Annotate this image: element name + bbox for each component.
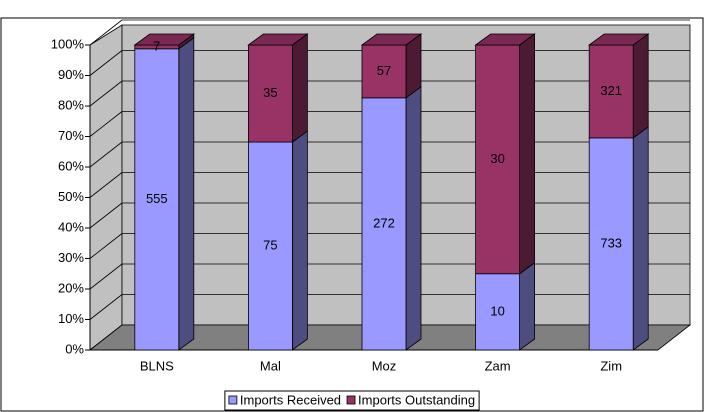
bar [588, 137, 634, 351]
grid-line [89, 80, 123, 107]
y-tick-label: 30% [58, 250, 84, 265]
y-tick-label: 0% [65, 341, 84, 356]
x-tick-label: Mal [260, 358, 281, 373]
legend-label: Imports Outstanding [358, 392, 475, 407]
bar-side [178, 37, 195, 351]
y-tick-label: 40% [58, 219, 84, 234]
grid-line [89, 19, 123, 46]
bar-top [360, 33, 423, 46]
grid-line [89, 263, 123, 290]
data-label: 272 [373, 215, 395, 230]
bar-top [133, 33, 196, 46]
legend-swatch [228, 395, 238, 405]
y-tick-label: 80% [58, 97, 84, 112]
y-tick-label: 100% [51, 36, 85, 51]
x-tick-label: Zam [485, 358, 511, 373]
bar-side [519, 33, 535, 275]
x-tick-label: Zim [600, 358, 622, 373]
data-label: 555 [146, 191, 168, 206]
bar [134, 48, 180, 351]
bar [475, 273, 521, 351]
x-tick-label: BLNS [140, 358, 174, 373]
data-label: 30 [490, 151, 504, 166]
data-label: 35 [263, 85, 277, 100]
grid-line [89, 50, 123, 76]
y-tick-label: 20% [58, 280, 84, 295]
bar [361, 44, 407, 99]
y-tick-label: 70% [58, 128, 84, 143]
y-tick-label: 50% [58, 189, 84, 204]
bar-top [587, 33, 650, 46]
side-wall [89, 24, 123, 351]
bar-side [291, 130, 308, 351]
grid-line [89, 233, 123, 259]
data-label: 57 [377, 63, 391, 78]
grid-line [89, 141, 123, 168]
y-tick-label: 10% [58, 311, 84, 326]
y-tick-label: 60% [58, 158, 84, 173]
bar-side [632, 126, 649, 351]
grid-line [89, 202, 123, 229]
y-tick-label: 90% [58, 67, 84, 82]
data-label: 75 [263, 237, 277, 252]
grid-line [89, 294, 123, 320]
bar [475, 44, 521, 275]
bar [588, 44, 634, 139]
bar-side [632, 33, 649, 139]
bar-side [291, 33, 308, 143]
data-label: 7 [153, 38, 160, 53]
grid-line [89, 172, 123, 198]
bar-side [405, 86, 422, 351]
legend: Imports Received Imports Outstanding [224, 390, 480, 411]
x-tick-label: Moz [372, 358, 397, 373]
data-label: 321 [600, 83, 622, 98]
bar-side [519, 261, 535, 351]
legend-swatch [346, 395, 356, 405]
data-label: 10 [490, 303, 504, 318]
bar-top [247, 33, 309, 46]
bar-top [474, 33, 536, 46]
legend-label: Imports Received [240, 392, 341, 407]
grid-line [89, 111, 123, 137]
data-label: 733 [600, 235, 622, 250]
bar [361, 97, 407, 351]
bar [247, 44, 293, 143]
